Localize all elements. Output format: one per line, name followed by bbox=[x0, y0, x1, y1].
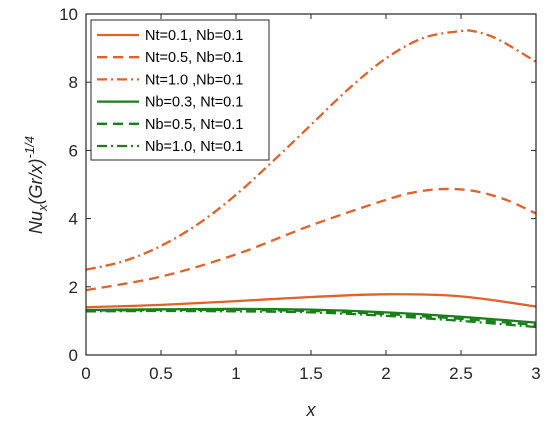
y-axis-title-mid: (Gr/x) bbox=[26, 158, 46, 204]
y-axis-title-sub: x bbox=[35, 204, 50, 212]
y-tick-label: 0 bbox=[69, 346, 78, 365]
series-line-4 bbox=[85, 307, 537, 324]
y-tick-label: 2 bbox=[69, 278, 78, 297]
x-tick-label: 3 bbox=[531, 364, 540, 383]
x-tick-label: 0.5 bbox=[149, 364, 173, 383]
series-line-5 bbox=[85, 308, 537, 327]
y-tick-label: 10 bbox=[59, 5, 78, 24]
x-tick-label: 1 bbox=[231, 364, 240, 383]
ticks-layer: 0 0.5 1 1.5 2 2.5 3 0 2 4 6 8 10 bbox=[59, 5, 541, 383]
series-line-2 bbox=[85, 187, 537, 292]
x-tick-label: 2 bbox=[381, 364, 390, 383]
y-axis-title: Nux(Gr/x)-1/4 bbox=[22, 136, 50, 234]
series-layer bbox=[85, 29, 537, 329]
y-tick-label: 8 bbox=[69, 73, 78, 92]
series-line-1 bbox=[85, 293, 537, 309]
legend-label-2: Nt=0.5, Nb=0.1 bbox=[145, 50, 243, 66]
legend-label-5: Nb=0.5, Nt=0.1 bbox=[145, 117, 243, 133]
y-tick-label: 4 bbox=[69, 210, 78, 229]
y-axis-title-sup: -1/4 bbox=[22, 136, 37, 158]
legend-box bbox=[90, 19, 270, 161]
legend-label-1: Nt=0.1, Nb=0.1 bbox=[145, 28, 243, 44]
legend-label-6: Nb=1.0, Nt=0.1 bbox=[145, 139, 243, 155]
x-axis-title: x bbox=[306, 400, 317, 420]
y-tick-label: 6 bbox=[69, 141, 78, 160]
legend: Nt=0.1, Nb=0.1 Nt=0.5, Nb=0.1 Nt=1.0 ,Nb=0… bbox=[90, 19, 270, 161]
legend-label-4: Nb=0.3, Nt=0.1 bbox=[145, 95, 243, 111]
x-tick-label: 1.5 bbox=[299, 364, 323, 383]
x-tick-label: 0 bbox=[81, 364, 90, 383]
y-axis-title-base: Nu bbox=[26, 211, 46, 234]
series-line-3 bbox=[85, 29, 537, 271]
x-tick-label: 2.5 bbox=[449, 364, 473, 383]
series-line-6 bbox=[85, 309, 537, 329]
legend-label-3: Nt=1.0 ,Nb=0.1 bbox=[145, 72, 243, 88]
